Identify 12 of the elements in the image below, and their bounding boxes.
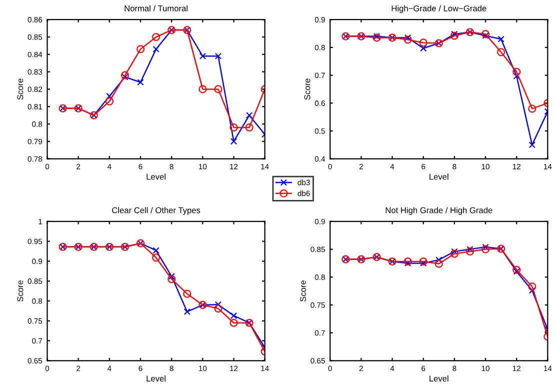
x-axis-title: Level [430, 174, 448, 180]
chart-title: Normal / Tumoral [124, 5, 188, 12]
chart-title: Not High Grade / High Grade [386, 207, 492, 215]
y-axis-title: Score [17, 280, 24, 302]
y-axis-title: Score [304, 78, 310, 100]
chart-title: Clear Cell / Other Types [112, 207, 200, 215]
x-axis-title: Level [146, 174, 166, 180]
y-axis-title: Score [17, 78, 24, 100]
y-axis-title: Score [300, 280, 306, 302]
chart-title: High−Grade / Low−Grade [392, 5, 486, 13]
x-axis-title: Level [146, 375, 166, 382]
x-axis-title: Level [430, 375, 448, 382]
